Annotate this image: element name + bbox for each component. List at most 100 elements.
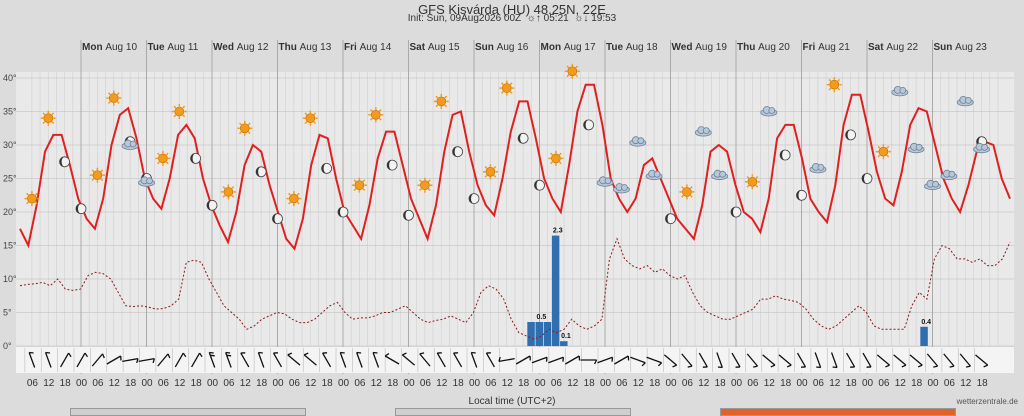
wind-feather <box>885 364 890 368</box>
sun-disc <box>682 187 692 197</box>
x-tick-label: 18 <box>780 378 792 389</box>
wind-shaft <box>716 352 723 368</box>
sun-ray <box>435 95 439 99</box>
x-axis-ticks: 06 12 18 00 06 12 18 00 06 12 18 00 06 12 18 00 06 12 18 00… <box>27 378 988 389</box>
vertical-gridlines <box>31 72 999 346</box>
wind-feather <box>152 358 156 364</box>
wind-barb <box>943 353 955 368</box>
day-label: Wed Aug 19 <box>672 42 728 53</box>
wind-barb <box>453 352 463 368</box>
cloud-puff <box>932 180 939 188</box>
wind-barb <box>846 352 856 368</box>
precip-bar <box>560 341 568 346</box>
wind-feather <box>786 364 792 368</box>
wind-barb <box>272 352 283 368</box>
wind-shaft <box>731 352 741 368</box>
wind-shaft <box>225 352 232 368</box>
sun-ray <box>566 74 570 78</box>
sun-ray <box>837 87 841 91</box>
credit-text: wetterzentrale.de <box>956 397 1018 406</box>
sun-icon <box>679 184 695 200</box>
wind-shaft <box>28 352 36 368</box>
precipitation-labels: 0.5 2.3 0.1 0.4 <box>537 228 932 341</box>
wind-feather <box>437 352 442 354</box>
scroll-bar-left[interactable] <box>70 408 306 416</box>
sun-ray <box>288 201 291 205</box>
wind-barb <box>597 356 614 364</box>
x-tick-label: 00 <box>404 378 416 389</box>
day-name: Fri <box>803 42 819 53</box>
sun-ray <box>91 178 95 182</box>
y-axis-labels: 0° 5° 10° 15° 20° 25° 30° 35° 40° <box>3 73 17 351</box>
sun-icon <box>24 191 40 207</box>
day-label: Thu Aug 13 <box>279 42 332 53</box>
x-tick-label: 18 <box>191 378 203 389</box>
wind-barb <box>663 354 678 368</box>
y-tick-label: 10° <box>3 274 17 284</box>
x-tick-label: 00 <box>600 378 612 389</box>
wind-barb <box>746 353 759 368</box>
x-tick-label: 12 <box>633 378 645 389</box>
sun-ray <box>222 194 226 198</box>
wind-barb <box>287 352 301 366</box>
sun-ray <box>182 114 186 118</box>
wind-feather <box>866 366 872 368</box>
cloud-icon <box>924 179 941 191</box>
x-tick-label: 12 <box>829 378 841 389</box>
x-tick-label: 00 <box>76 378 88 389</box>
wind-barbs <box>16 347 1014 373</box>
wind-barb <box>762 354 776 368</box>
sun-icon <box>417 177 433 193</box>
sun-ray <box>313 121 317 125</box>
sun-ray <box>746 175 750 179</box>
x-tick-label: 18 <box>453 378 465 389</box>
scroll-bar-right[interactable] <box>720 408 956 416</box>
cloud-puff <box>653 170 661 178</box>
y-tick-label: 30° <box>3 140 17 150</box>
sun-disc <box>567 66 578 77</box>
horizontal-gridlines <box>16 77 1014 347</box>
wind-barb <box>419 352 431 367</box>
wind-barb <box>531 356 548 364</box>
x-tick-label: 12 <box>502 378 514 389</box>
x-tick-label: 12 <box>43 378 55 389</box>
day-label: Wed Aug 12 <box>213 42 269 53</box>
wind-shaft <box>453 352 463 368</box>
wind-shaft <box>174 352 184 368</box>
wind-row-bg <box>16 347 1014 373</box>
sun-icon <box>302 110 318 126</box>
sun-icon <box>351 177 367 193</box>
wind-feather <box>850 366 855 368</box>
wind-feather <box>949 365 955 368</box>
wind-barb <box>893 354 907 368</box>
sun-ray <box>484 165 488 169</box>
x-tick-label: 00 <box>142 378 154 389</box>
scroll-bar-middle[interactable] <box>395 408 631 416</box>
wind-shaft <box>926 353 939 367</box>
wind-feather <box>419 352 425 355</box>
x-tick-label: 12 <box>567 378 579 389</box>
precip-label: 0.5 <box>537 314 547 321</box>
x-tick-label: 00 <box>928 378 940 389</box>
x-tick-label: 12 <box>436 378 448 389</box>
x-tick-label: 06 <box>223 378 235 389</box>
wind-shaft <box>909 354 923 366</box>
cloud-puff <box>146 177 153 185</box>
wind-feather <box>372 351 378 354</box>
moon-shadow <box>338 207 343 217</box>
wind-feather <box>545 357 548 362</box>
sun-disc <box>420 180 430 190</box>
wind-barb <box>698 352 708 368</box>
moon-icon <box>534 179 545 191</box>
x-tick-label: 06 <box>92 378 104 389</box>
sun-ray <box>34 192 38 196</box>
sun-ray <box>116 101 120 104</box>
sun-disc <box>109 93 119 103</box>
x-tick-label: 12 <box>764 378 776 389</box>
x-tick-label: 18 <box>846 378 858 389</box>
sun-ray <box>378 108 382 112</box>
day-date: Aug 14 <box>360 42 392 53</box>
init-text: Init: Sun, 09Aug2026 00Z <box>407 13 522 24</box>
wind-feather <box>84 352 89 358</box>
wind-feather <box>258 351 263 354</box>
